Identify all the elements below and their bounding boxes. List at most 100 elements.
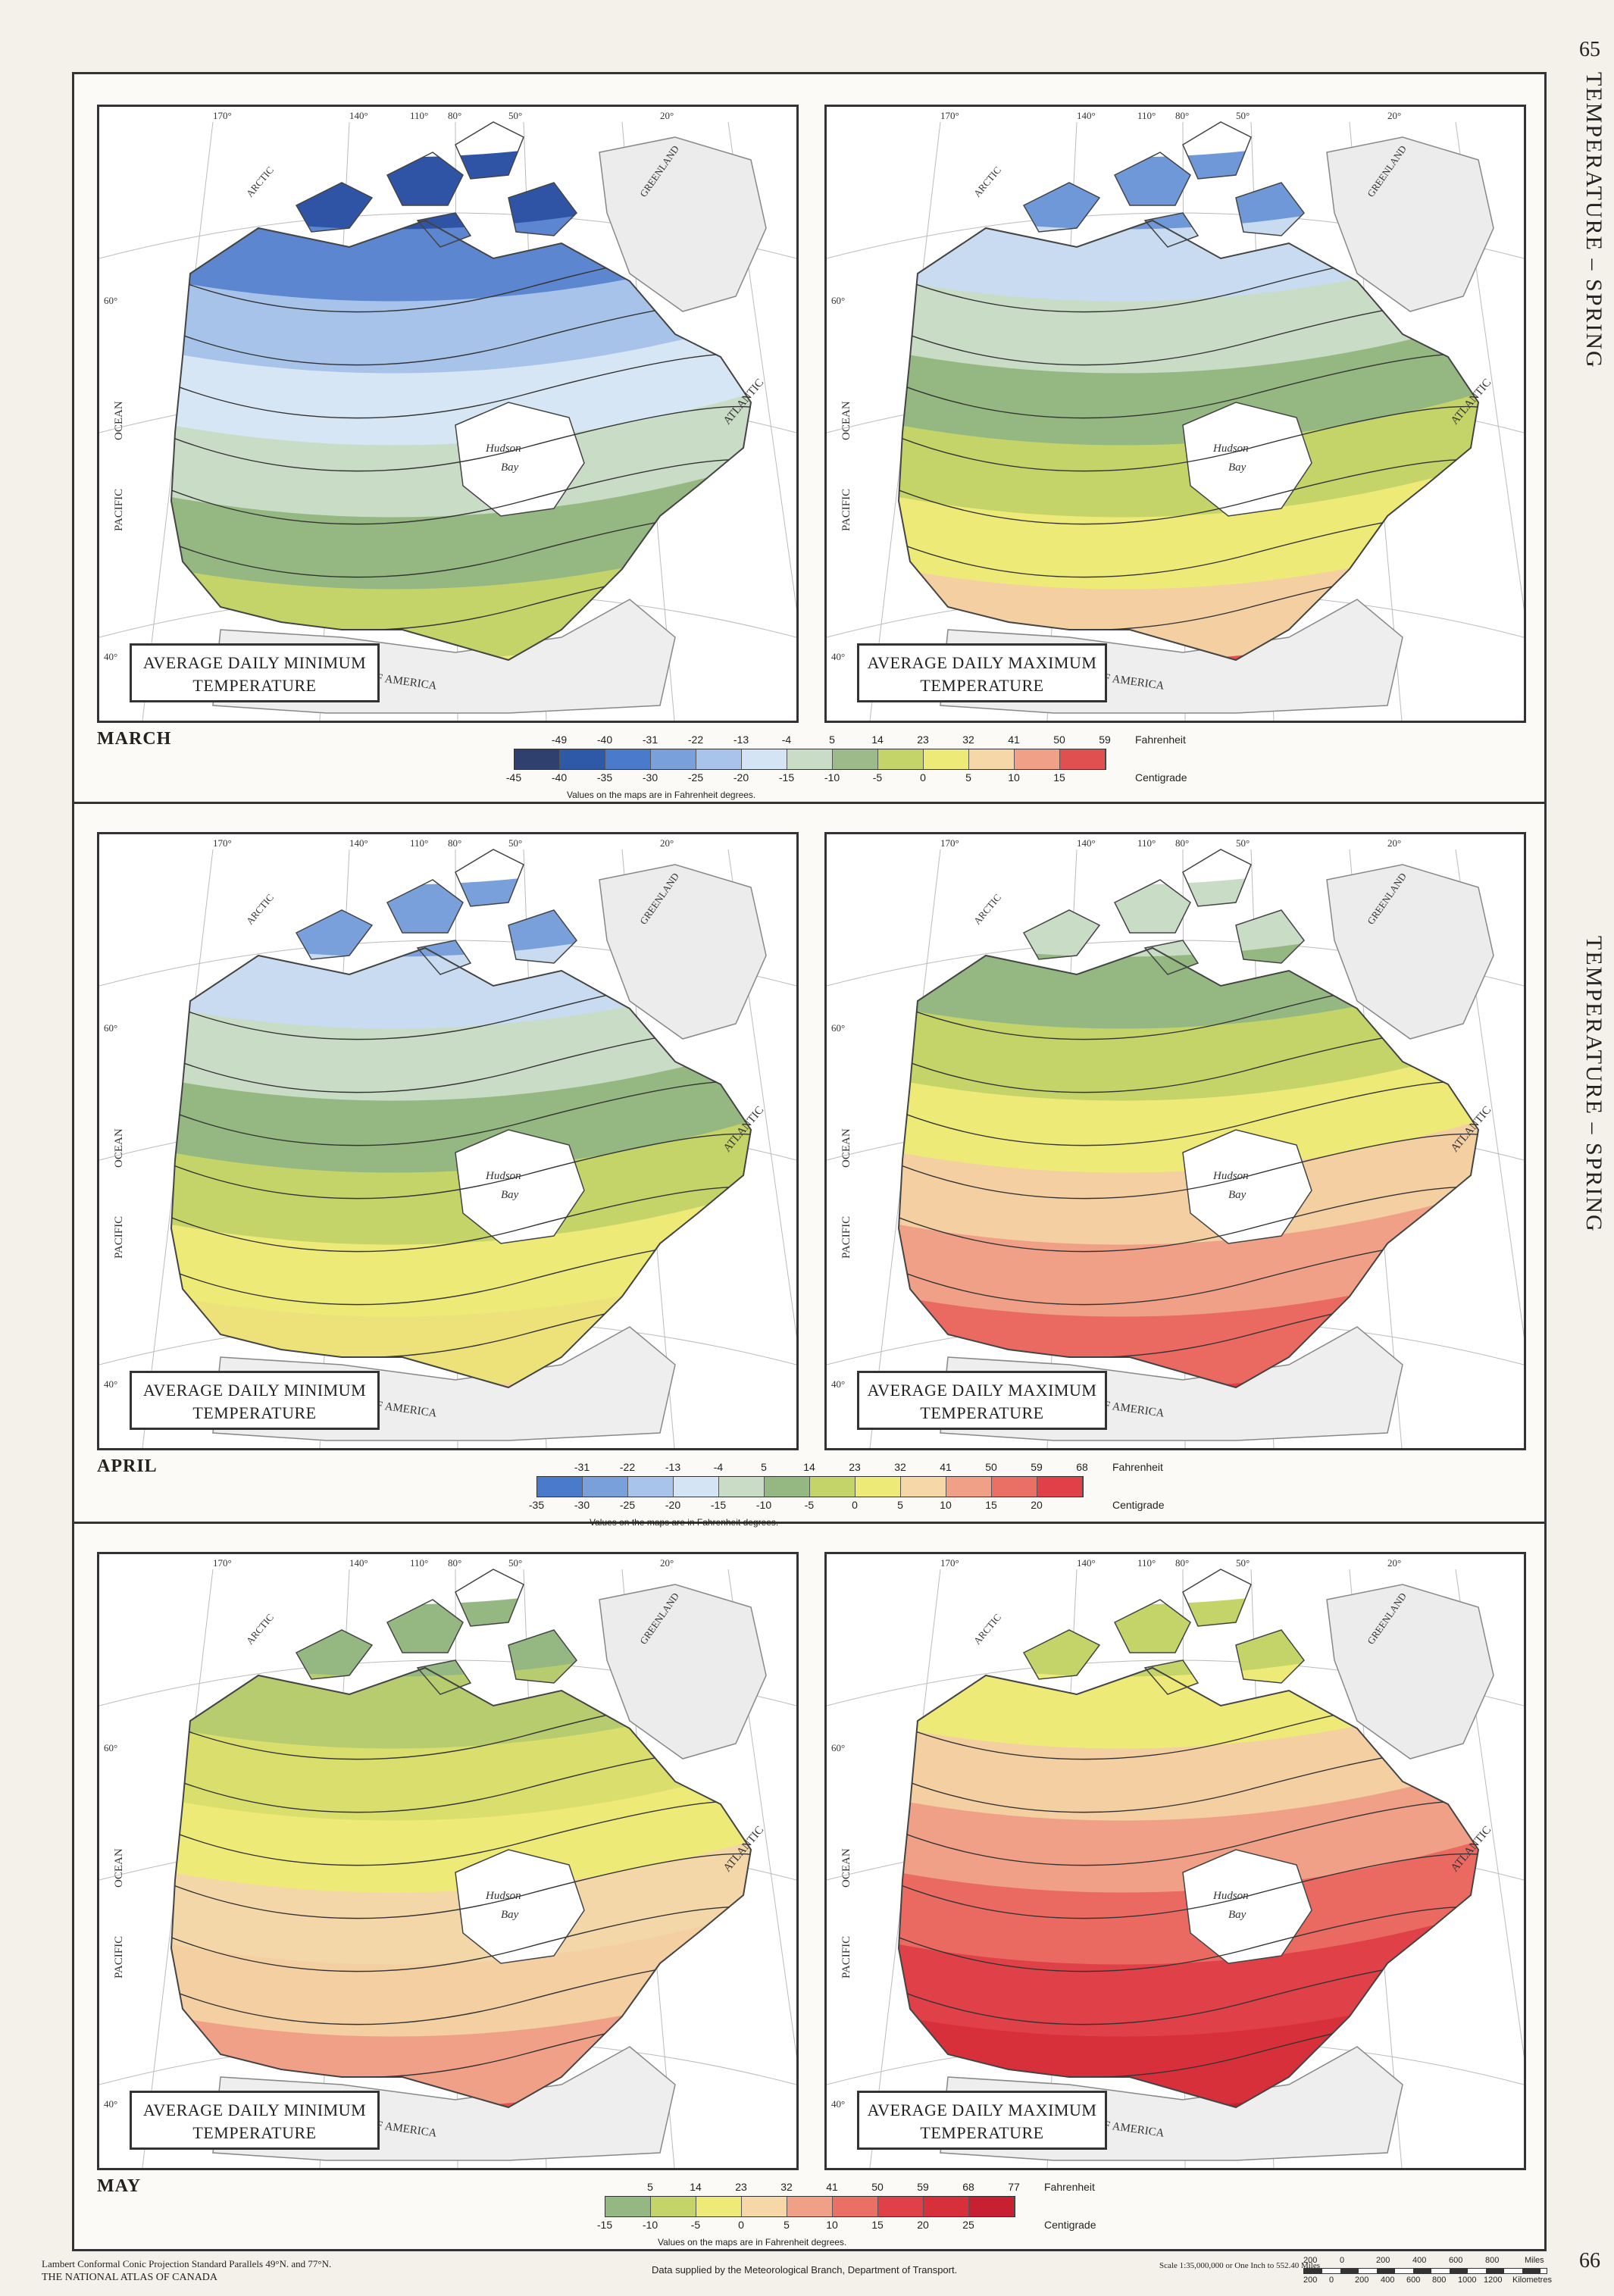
fahrenheit-value: 14 — [803, 1461, 815, 1473]
longitude-label: 20° — [1387, 1557, 1401, 1569]
legend-swatch — [696, 749, 742, 769]
hudson-label: Hudson — [1212, 1890, 1249, 1902]
latitude-label: 60° — [104, 1022, 117, 1034]
fahrenheit-value: 41 — [1008, 734, 1020, 746]
scale-km-value: 600 — [1406, 2276, 1421, 2285]
arctic-island — [455, 849, 524, 907]
legend-swatch — [969, 749, 1015, 769]
scale-miles-value: 200 — [1376, 2256, 1390, 2265]
longitude-label: 110° — [1137, 837, 1156, 849]
hudson-label: Hudson — [1212, 1170, 1249, 1182]
side-title-bottom: TEMPERATURE – SPRING — [1581, 936, 1606, 1233]
latitude-label: 60° — [831, 1022, 845, 1034]
arctic-island — [386, 1599, 464, 1653]
legend-swatch — [651, 749, 696, 769]
temperature-band — [171, 1899, 751, 2038]
centigrade-value: -20 — [665, 1499, 681, 1511]
longitude-label: 110° — [1137, 1557, 1156, 1569]
hudson-bay — [455, 1849, 585, 1964]
fahrenheit-unit-label: Fahrenheit — [1044, 2181, 1095, 2193]
data-source-note: Data supplied by the Meteorological Bran… — [652, 2264, 958, 2276]
scale-miles-value: 200 — [1303, 2256, 1318, 2265]
longitude-label: 50° — [1236, 1557, 1250, 1569]
arctic-island — [1235, 182, 1305, 236]
legend-swatch — [605, 749, 651, 769]
longitude-label: 50° — [508, 110, 522, 121]
fahrenheit-value: 23 — [917, 734, 929, 746]
centigrade-value: -35 — [596, 771, 613, 784]
caption-line-1: AVERAGE DAILY MINIMUM — [142, 2100, 367, 2119]
month-label: MARCH — [97, 729, 172, 749]
temperature-band — [171, 1827, 751, 1966]
color-legend-bar — [514, 749, 1106, 770]
longitude-label: 140° — [349, 837, 368, 849]
centigrade-value: -15 — [710, 1499, 727, 1511]
page-number-bottom: 66 — [1579, 2249, 1600, 2273]
arctic-island — [416, 212, 472, 248]
centigrade-value: -20 — [733, 771, 749, 784]
scale-km-value-unit: Kilometres — [1512, 2276, 1552, 2285]
latitude-label: 60° — [831, 1742, 845, 1753]
arctic-island — [1143, 1659, 1200, 1695]
scale-km-value: 200 — [1303, 2276, 1318, 2285]
legend-note: Values on the maps are in Fahrenheit deg… — [567, 790, 756, 800]
temperature-band — [899, 452, 1478, 591]
fahrenheit-value: -4 — [713, 1461, 724, 1473]
scale-km-value: 400 — [1381, 2276, 1395, 2285]
arctic-island — [508, 1629, 577, 1684]
month-label: MAY — [97, 2176, 142, 2196]
arctic-island — [455, 121, 524, 180]
scale-miles-value: 800 — [1485, 2256, 1500, 2265]
centigrade-value: -10 — [824, 771, 840, 784]
map-max-march: 170° 140° 110° 80° 50° 20° 60° 40° Hudson Bay PACI… — [824, 105, 1526, 723]
caption-line-1: AVERAGE DAILY MINIMUM — [142, 653, 367, 672]
legend-swatch — [787, 749, 833, 769]
greenland-landmass — [599, 1584, 767, 1760]
bay-label: Bay — [501, 461, 519, 474]
scale-bar-graphic — [1303, 2268, 1547, 2274]
canada-outline — [897, 1666, 1480, 2109]
arctic-island — [1113, 879, 1191, 934]
fahrenheit-value: -4 — [781, 734, 792, 746]
map-caption: AVERAGE DAILY MINIMUM TEMPERATURE — [130, 2091, 380, 2150]
latitude-label: 60° — [104, 295, 117, 306]
longitude-label: 140° — [1077, 110, 1096, 121]
ocean-label: OCEAN — [113, 1848, 125, 1888]
caption-line-1: AVERAGE DAILY MAXIMUM — [867, 2100, 1097, 2119]
fahrenheit-value: 32 — [894, 1461, 906, 1473]
legend-swatch — [674, 1477, 719, 1497]
longitude-label: 140° — [349, 1557, 368, 1569]
arctic-island — [386, 152, 464, 206]
arctic-island — [508, 909, 577, 964]
legend-swatch — [878, 2197, 924, 2216]
longitude-label: 170° — [213, 110, 232, 121]
longitude-label: 20° — [660, 837, 674, 849]
map-caption: AVERAGE DAILY MAXIMUM TEMPERATURE — [857, 1371, 1107, 1430]
scale-miles-value: 600 — [1449, 2256, 1463, 2265]
legend-swatch — [992, 1477, 1037, 1497]
fahrenheit-unit-label: Fahrenheit — [1112, 1461, 1163, 1473]
scale-miles-value: 0 — [1340, 2256, 1345, 2265]
centigrade-value: 15 — [871, 2219, 884, 2231]
pacific-label: PACIFIC — [113, 489, 125, 531]
arctic-island — [1143, 940, 1200, 975]
latitude-label: 40° — [831, 2098, 845, 2110]
centigrade-value: -25 — [619, 1499, 636, 1511]
fahrenheit-value: 32 — [962, 734, 974, 746]
arctic-island — [295, 182, 374, 233]
fahrenheit-value: 23 — [735, 2181, 747, 2193]
legend-swatch — [969, 2197, 1015, 2216]
latitude-label: 60° — [104, 1742, 117, 1753]
hudson-label: Hudson — [485, 1890, 521, 1902]
temperature-band — [171, 452, 751, 591]
pacific-label: PACIFIC — [113, 1216, 125, 1259]
longitude-label: 50° — [508, 837, 522, 849]
centigrade-value: -10 — [642, 2219, 658, 2231]
centigrade-value: 20 — [917, 2219, 929, 2231]
temperature-band — [899, 1107, 1478, 1247]
hudson-bay — [1182, 402, 1312, 517]
scale-note: Scale 1:35,000,000 or One Inch to 552.40… — [1159, 2261, 1321, 2270]
pacific-label: PACIFIC — [840, 489, 852, 531]
fahrenheit-scale: -49 -40 -31 -22 -13 -4 5 14 23 32 41 50 59 — [536, 734, 1128, 746]
scale-km-value: 1200 — [1484, 2276, 1503, 2285]
